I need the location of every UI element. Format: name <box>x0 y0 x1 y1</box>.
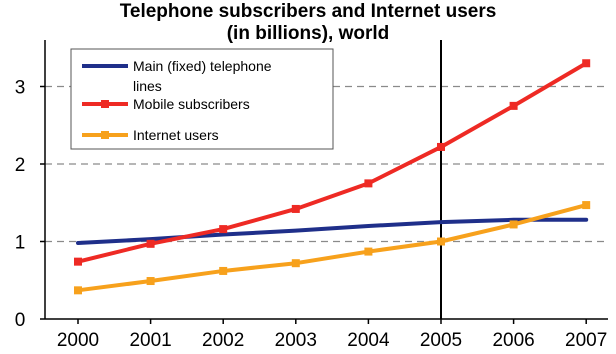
x-tick-label: 2003 <box>275 330 317 351</box>
data-point <box>364 179 373 188</box>
data-point <box>582 59 591 68</box>
legend-label: Main (fixed) telephone lines <box>133 58 272 94</box>
data-point <box>437 237 445 246</box>
data-point <box>146 239 155 248</box>
data-point <box>74 257 82 266</box>
data-point <box>364 247 373 256</box>
legend-entry-0: Main (fixed) telephone lines <box>82 58 272 94</box>
data-point <box>219 266 228 275</box>
legend: Main (fixed) telephone lines Mobile subscr… <box>70 48 334 150</box>
data-point <box>582 201 591 210</box>
data-point <box>291 259 300 268</box>
y-tick-label: 3 <box>15 78 26 99</box>
series-2 <box>74 201 591 295</box>
legend-entry-1: Mobile subscribers <box>82 96 250 112</box>
legend-label: Internet users <box>133 127 219 143</box>
series-line <box>76 203 589 293</box>
series-1 <box>74 59 591 266</box>
series-line <box>76 217 589 246</box>
x-axis: 2000 2001 2002 2003 2004 2005 2006 2007 <box>45 318 608 351</box>
legend-label: Mobile subscribers <box>133 96 250 112</box>
data-point <box>291 204 300 213</box>
data-point <box>74 286 82 295</box>
series-0 <box>76 217 589 246</box>
x-tick-label: 2005 <box>420 330 462 351</box>
x-tick-label: 2007 <box>565 330 607 351</box>
x-tick-label: 2002 <box>202 330 244 351</box>
chart-subtitle: (in billions), world <box>226 23 390 44</box>
chart-title: Telephone subscribers and Internet users <box>119 1 497 22</box>
data-point <box>509 101 518 110</box>
data-point <box>219 225 228 234</box>
series-group <box>74 59 591 295</box>
legend-marker <box>101 131 109 139</box>
x-tick-label: 2006 <box>492 330 534 351</box>
y-tick-label: 0 <box>15 310 26 331</box>
data-point <box>146 277 155 286</box>
x-tick-label: 2001 <box>129 330 171 351</box>
y-tick-label: 1 <box>15 233 26 254</box>
x-tick-label: 2004 <box>347 330 390 351</box>
legend-marker <box>101 100 109 108</box>
y-axis: 0 1 2 3 <box>15 40 46 331</box>
legend-entry-2: Internet users <box>82 127 219 143</box>
x-tick-label: 2000 <box>57 330 99 351</box>
series-line <box>76 61 589 264</box>
data-point <box>509 220 518 229</box>
data-point <box>437 142 445 151</box>
y-tick-label: 2 <box>15 155 26 176</box>
